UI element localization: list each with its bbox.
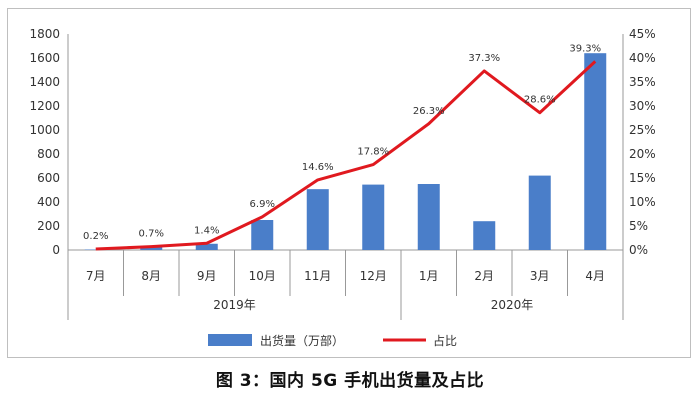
- data-label: 6.9%: [250, 199, 275, 210]
- y-right-tick-label: 5%: [629, 219, 648, 233]
- x-tick-label: 12月: [360, 269, 387, 283]
- x-tick-label: 2月: [474, 269, 494, 283]
- x-group-label: 2020年: [491, 298, 534, 312]
- data-label: 17.8%: [357, 147, 389, 158]
- y-right-tick-label: 25%: [629, 123, 656, 137]
- share-line: [95, 60, 597, 251]
- bar: [195, 243, 218, 250]
- y-left-tick-label: 1200: [29, 99, 60, 113]
- x-tick-label: 9月: [197, 269, 217, 283]
- y-left-tick-label: 1400: [29, 75, 60, 89]
- data-label: 0.2%: [83, 231, 108, 242]
- x-tick-label: 10月: [249, 269, 276, 283]
- y-left-tick-label: 800: [37, 147, 60, 161]
- legend-bar-label: 出货量（万部）: [260, 333, 344, 348]
- y-right-tick-label: 0%: [629, 243, 648, 257]
- y-right-tick-label: 15%: [629, 171, 656, 185]
- data-label: 39.3%: [569, 43, 601, 54]
- data-label: 14.6%: [302, 162, 334, 173]
- legend-bar-swatch: [208, 334, 252, 346]
- y-left-tick-label: 1600: [29, 51, 60, 65]
- x-tick-label: 8月: [141, 269, 161, 283]
- y-right-tick-label: 45%: [629, 27, 656, 41]
- x-tick-label: 7月: [86, 269, 106, 283]
- x-tick-label: 1月: [419, 269, 439, 283]
- y-right-tick-label: 10%: [629, 195, 656, 209]
- legend-line-label: 占比: [433, 333, 457, 348]
- bar: [528, 175, 551, 250]
- chart-svg: 0 200 400 600 800 1000 1200 1400 1600 1800 0% 5% 10%…: [29, 27, 656, 348]
- y-right-tick-label: 30%: [629, 99, 656, 113]
- data-label: 1.4%: [194, 225, 219, 236]
- data-label: 37.3%: [468, 53, 500, 64]
- y-left-tick-label: 400: [37, 195, 60, 209]
- y-right-tick-label: 35%: [629, 75, 656, 89]
- y-left-tick-label: 600: [37, 171, 60, 185]
- data-label: 0.7%: [139, 229, 164, 240]
- y-left-tick-label: 1800: [29, 27, 60, 41]
- bar: [251, 220, 274, 250]
- bar: [362, 184, 385, 250]
- y-left-tick-label: 0: [52, 243, 60, 257]
- data-label: 28.6%: [524, 95, 556, 106]
- x-group-label: 2019年: [213, 298, 256, 312]
- y-right-tick-label: 40%: [629, 51, 656, 65]
- bar: [584, 53, 607, 251]
- bar: [306, 189, 329, 250]
- bar: [140, 247, 163, 250]
- y-right-tick-label: 20%: [629, 147, 656, 161]
- y-left-tick-label: 200: [37, 219, 60, 233]
- x-tick-label: 3月: [530, 269, 550, 283]
- x-tick-label: 4月: [585, 269, 605, 283]
- x-tick-label: 11月: [304, 269, 331, 283]
- y-left-tick-label: 1000: [29, 123, 60, 137]
- figure-caption: 图 3：国内 5G 手机出货量及占比: [215, 371, 485, 391]
- bar: [417, 184, 440, 250]
- bar: [473, 221, 496, 250]
- chart-frame: 0 200 400 600 800 1000 1200 1400 1600 1800 0% 5% 10%…: [7, 8, 691, 358]
- data-label: 26.3%: [413, 106, 445, 117]
